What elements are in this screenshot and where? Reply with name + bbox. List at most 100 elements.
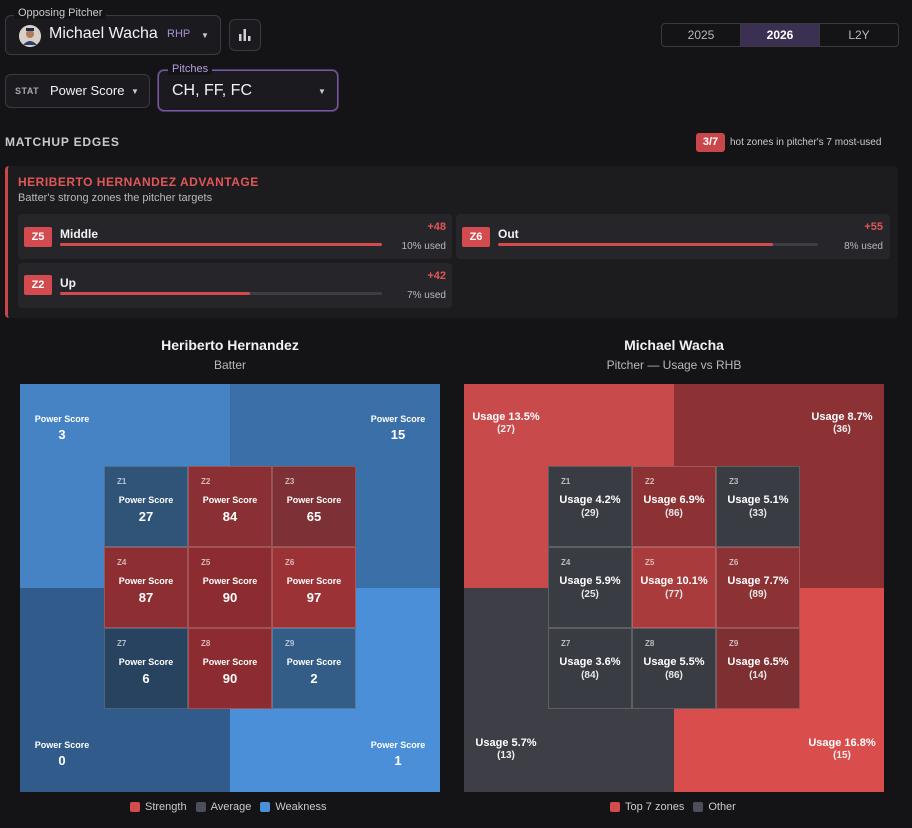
- zone-label: Z4: [117, 558, 127, 567]
- zone-stat-value: 65: [306, 509, 322, 524]
- zone-usage: Usage 5.1%: [727, 494, 789, 506]
- legend-swatch: [693, 802, 704, 812]
- edge-used: 8% used: [844, 241, 883, 252]
- pitcher-avatar: [19, 25, 41, 47]
- outer-usage: Usage 13.5%: [472, 411, 540, 423]
- legend-label: Other: [708, 801, 736, 813]
- chart-button[interactable]: [229, 19, 261, 51]
- stat-label: STAT: [15, 86, 40, 96]
- legend-swatch: [610, 802, 620, 812]
- pitcher-title: Michael Wacha: [624, 337, 724, 353]
- batter-zone-chart: Power Score 3 Power Score 15 Power Score…: [20, 384, 440, 792]
- legend-label: Top 7 zones: [625, 801, 685, 813]
- edge-delta: +42: [427, 270, 446, 282]
- edge-name: Middle: [60, 227, 98, 241]
- legend-item-top-zones: Top 7 zones: [610, 801, 684, 813]
- pitcher-subtitle: Pitcher — Usage vs RHB: [606, 358, 742, 372]
- zone-label: Z6: [729, 558, 739, 567]
- zone-cell-z9: Z9 Power Score 2: [272, 628, 356, 709]
- legend-item-average: Average: [195, 801, 252, 813]
- season-toggle: 2025 2026 L2Y: [661, 23, 899, 47]
- zone-count: (33): [749, 508, 767, 519]
- outer-label: Power Score: [370, 740, 426, 750]
- zone-usage: Usage 10.1%: [640, 575, 708, 587]
- outer-count: (36): [833, 424, 851, 435]
- pitcher-selector[interactable]: [5, 15, 221, 55]
- outer-usage: Usage 5.7%: [475, 737, 537, 749]
- zone-usage: Usage 6.5%: [727, 656, 789, 668]
- legend-label: Weakness: [275, 801, 327, 813]
- zone-label: Z8: [201, 639, 211, 648]
- chevron-down-icon[interactable]: ▼: [201, 31, 209, 40]
- chevron-down-icon[interactable]: ▼: [131, 87, 139, 96]
- pitches-selector[interactable]: [158, 70, 338, 111]
- zone-cell-z3: Z3 Usage 5.1% (33): [716, 466, 800, 547]
- zone-cell-z5: Z5 Usage 10.1% (77): [632, 547, 716, 628]
- zone-cell-z1: Z1 Power Score 27: [104, 466, 188, 547]
- zone-label: Z1: [117, 477, 127, 486]
- edge-bar-fill: [60, 243, 382, 246]
- outer-label: Power Score: [370, 414, 426, 424]
- zone-label: Z5: [645, 558, 655, 567]
- outer-value: 3: [58, 427, 66, 442]
- zone-stat-label: Power Score: [202, 657, 258, 667]
- zone-cell-z8: Z8 Power Score 90: [188, 628, 272, 709]
- edge-used: 10% used: [401, 241, 446, 252]
- season-l2y-button[interactable]: L2Y: [848, 28, 870, 42]
- stat-value: Power Score: [50, 83, 125, 98]
- zone-stat-label: Power Score: [118, 576, 174, 586]
- legend-item-strength: Strength: [130, 801, 187, 813]
- chevron-down-icon[interactable]: ▼: [318, 87, 326, 96]
- edge-bar-track: [60, 292, 382, 295]
- pitcher-hand-badge: RHP: [167, 28, 191, 40]
- zone-cell-z4: Z4 Usage 5.9% (25): [548, 547, 632, 628]
- season-2026-button[interactable]: 2026: [741, 24, 820, 46]
- zone-label: Z8: [645, 639, 655, 648]
- zone-usage: Usage 3.6%: [559, 656, 621, 668]
- outer-count: (13): [497, 750, 515, 761]
- edge-name: Up: [60, 276, 76, 290]
- batter-legend: Strength Average Weakness: [130, 801, 336, 813]
- zone-cell-z6: Z6 Usage 7.7% (89): [716, 547, 800, 628]
- section-title: MATCHUP EDGES: [5, 135, 120, 149]
- zone-stat-label: Power Score: [202, 495, 258, 505]
- zone-badge: Z6: [462, 227, 490, 247]
- stat-selector[interactable]: [5, 74, 150, 108]
- zone-count: (25): [581, 589, 599, 600]
- outer-value: 15: [390, 427, 406, 442]
- zone-stat-value: 87: [138, 590, 154, 605]
- zone-usage: Usage 5.9%: [559, 575, 621, 587]
- legend-swatch: [195, 802, 206, 812]
- zone-cell-z9: Z9 Usage 6.5% (14): [716, 628, 800, 709]
- zone-count: (84): [581, 670, 599, 681]
- zone-stat-label: Power Score: [118, 657, 174, 667]
- zone-usage: Usage 5.5%: [643, 656, 705, 668]
- zone-stat-label: Power Score: [286, 657, 342, 667]
- zone-label: Z3: [285, 477, 295, 486]
- zone-label: Z9: [285, 639, 295, 648]
- zone-label: Z9: [729, 639, 739, 648]
- batter-subtitle: Batter: [213, 358, 246, 372]
- legend-item-weakness: Weakness: [260, 801, 327, 813]
- zone-label: Z4: [561, 558, 571, 567]
- advantage-title: HERIBERTO HERNANDEZ ADVANTAGE: [18, 175, 259, 189]
- zone-cell-z5: Z5 Power Score 90: [188, 547, 272, 628]
- zone-cell-z6: Z6 Power Score 97: [272, 547, 356, 628]
- zone-cell-z4: Z4 Power Score 87: [104, 547, 188, 628]
- outer-label: Power Score: [34, 414, 90, 424]
- advantage-subtitle: Batter's strong zones the pitcher target…: [18, 192, 213, 204]
- zone-stat-label: Power Score: [202, 576, 258, 586]
- zone-label: Z3: [729, 477, 739, 486]
- legend-swatch: [130, 802, 140, 812]
- zone-stat-value: 2: [310, 671, 318, 686]
- legend-label: Average: [210, 801, 252, 813]
- hot-zone-badge: 3/7: [696, 133, 725, 152]
- edge-bar-fill: [498, 243, 774, 246]
- zone-label: Z2: [201, 477, 211, 486]
- pitcher-name: Michael Wacha: [49, 25, 158, 42]
- zone-label: Z7: [561, 639, 571, 648]
- season-2025-button[interactable]: 2025: [662, 24, 741, 46]
- edge-card: Z2 Up +42 7% used: [18, 263, 452, 308]
- bar-chart-icon: [239, 29, 251, 41]
- zone-stat-value: 27: [138, 509, 154, 524]
